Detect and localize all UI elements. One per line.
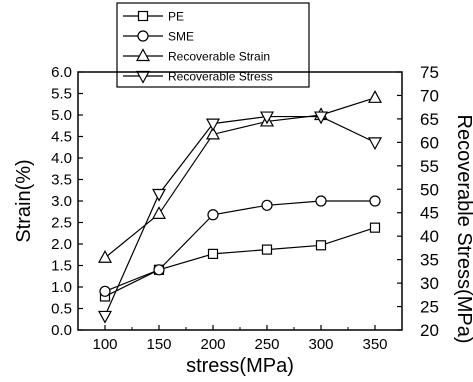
marker-square	[315, 240, 327, 251]
legend-label: Recoverable Strain	[168, 50, 270, 64]
legend-item: SME	[123, 30, 194, 44]
y-left-tick-label: 0.5	[51, 301, 72, 318]
legend-item: Recoverable Strain	[123, 48, 270, 64]
y-left-tick-label: 5.5	[51, 86, 72, 103]
marker-triangle-down	[205, 118, 221, 132]
series-layer	[97, 90, 383, 324]
series-recoverable-strain	[97, 90, 383, 263]
x-tick-label: 350	[362, 336, 387, 353]
marker-square	[137, 10, 149, 22]
marker-triangle-down	[367, 137, 383, 151]
y-left-tick-label: 5.0	[51, 107, 72, 124]
y-left-tick-label: 6.0	[51, 64, 72, 81]
y-left-tick-label: 1.0	[51, 279, 72, 296]
legend-item: PE	[123, 10, 184, 24]
marker-triangle-up	[135, 48, 151, 62]
marker-circle	[137, 30, 149, 42]
y-left-tick-label: 2.0	[51, 236, 72, 253]
y-left-tick-label: 0.0	[51, 322, 72, 339]
marker-triangle-down	[313, 111, 329, 125]
marker-circle	[315, 195, 327, 207]
y-axis-right: 20 25 30 35 40 45 50 55 60 65 70 75	[397, 63, 439, 340]
series-sme	[99, 195, 381, 297]
y-axis-left-title: Strain(%)	[13, 159, 35, 242]
marker-square	[261, 244, 273, 255]
y-right-tick-label: 50	[420, 180, 439, 199]
x-axis: 100 150 200 250 300 350	[92, 325, 388, 353]
y-right-tick-label: 65	[420, 110, 439, 129]
x-tick-label: 300	[308, 336, 333, 353]
marker-square	[369, 222, 381, 233]
x-tick-label: 250	[254, 336, 279, 353]
series-recoverable-stress	[97, 111, 383, 324]
y-left-tick-label: 3.0	[51, 193, 72, 210]
x-tick-label: 150	[146, 336, 171, 353]
y-axis-left: 0.0 0.5 1.0 1.5 2.0 2.5 3.0 3.5 4.0 4.5 5.0 5.5 6.0	[51, 64, 83, 339]
y-left-tick-label: 4.0	[51, 150, 72, 167]
marker-triangle-down	[97, 310, 113, 324]
y-left-tick-label: 4.5	[51, 129, 72, 146]
y-right-tick-label: 60	[420, 133, 439, 152]
marker-circle	[99, 285, 111, 297]
x-tick-label: 100	[92, 336, 117, 353]
marker-triangle-down	[151, 188, 167, 202]
y-left-tick-label: 2.5	[51, 215, 72, 232]
marker-square	[207, 248, 219, 259]
marker-triangle-down	[259, 111, 275, 125]
series-line	[104, 97, 376, 259]
marker-circle	[153, 264, 165, 276]
y-right-tick-label: 70	[420, 86, 439, 105]
x-tick-label: 200	[200, 336, 225, 353]
series-pe	[99, 222, 381, 302]
x-axis-title: stress(MPa)	[186, 355, 294, 377]
y-right-tick-label: 35	[420, 251, 439, 270]
legend-label: PE	[168, 10, 184, 24]
legend: PE SME Recoverable Strain Recoverable Stres…	[116, 2, 310, 88]
y-right-tick-label: 75	[420, 63, 439, 82]
marker-triangle-up	[367, 90, 383, 103]
series-line	[104, 200, 375, 292]
y-right-tick-label: 30	[420, 274, 439, 293]
y-right-tick-label: 20	[420, 321, 439, 340]
y-left-tick-label: 3.5	[51, 172, 72, 189]
legend-box	[116, 2, 310, 88]
legend-label: Recoverable Stress	[168, 70, 273, 84]
marker-triangle-up	[97, 250, 113, 263]
y-left-tick-label: 1.5	[51, 258, 72, 275]
marker-circle	[261, 199, 273, 211]
legend-label: SME	[168, 30, 194, 44]
marker-circle	[369, 195, 381, 207]
marker-circle	[207, 209, 219, 221]
y-right-tick-label: 40	[420, 227, 439, 246]
y-right-tick-label: 25	[420, 298, 439, 317]
marker-triangle-up	[151, 206, 167, 219]
y-right-tick-label: 45	[420, 204, 439, 223]
series-line	[104, 227, 376, 297]
marker-triangle-up	[205, 126, 221, 140]
series-line	[104, 115, 376, 317]
y-axis-right-title: Recoverable Stress(MPa)	[453, 115, 473, 344]
y-right-tick-label: 55	[420, 157, 439, 176]
